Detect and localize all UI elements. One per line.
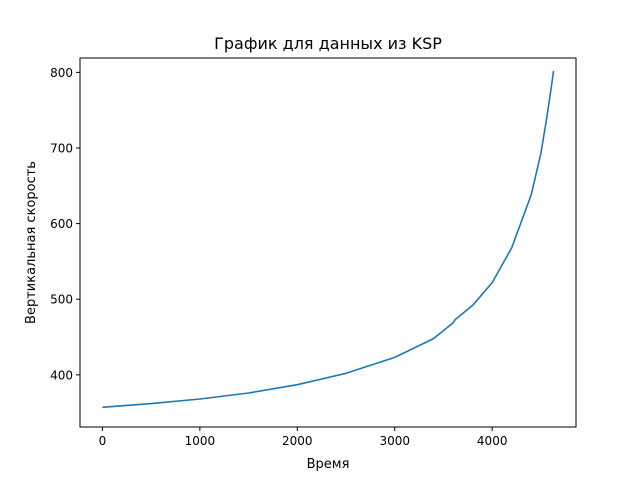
x-tick-label: 1000 — [185, 434, 216, 448]
y-tick-label: 400 — [50, 368, 73, 382]
series-line — [102, 70, 555, 409]
axis-ticks: 0 1000 2000 3000 4000 400 500 600 700 800 — [50, 66, 507, 448]
y-tick-label: 700 — [50, 141, 73, 155]
plot-frame — [79, 57, 577, 428]
chart-title: График для данных из KSP — [214, 34, 442, 53]
x-axis-label: Время — [307, 457, 350, 472]
y-tick-label: 600 — [50, 217, 73, 231]
y-axis-label: Вертикальная скорость — [24, 161, 39, 324]
x-tick-label: 4000 — [477, 434, 508, 448]
y-tick-label: 800 — [50, 66, 73, 80]
series-layer — [102, 70, 555, 409]
x-tick-label: 3000 — [379, 434, 410, 448]
x-tick-label: 2000 — [282, 434, 313, 448]
y-tick-label: 500 — [50, 293, 73, 307]
x-tick-label: 0 — [99, 434, 107, 448]
